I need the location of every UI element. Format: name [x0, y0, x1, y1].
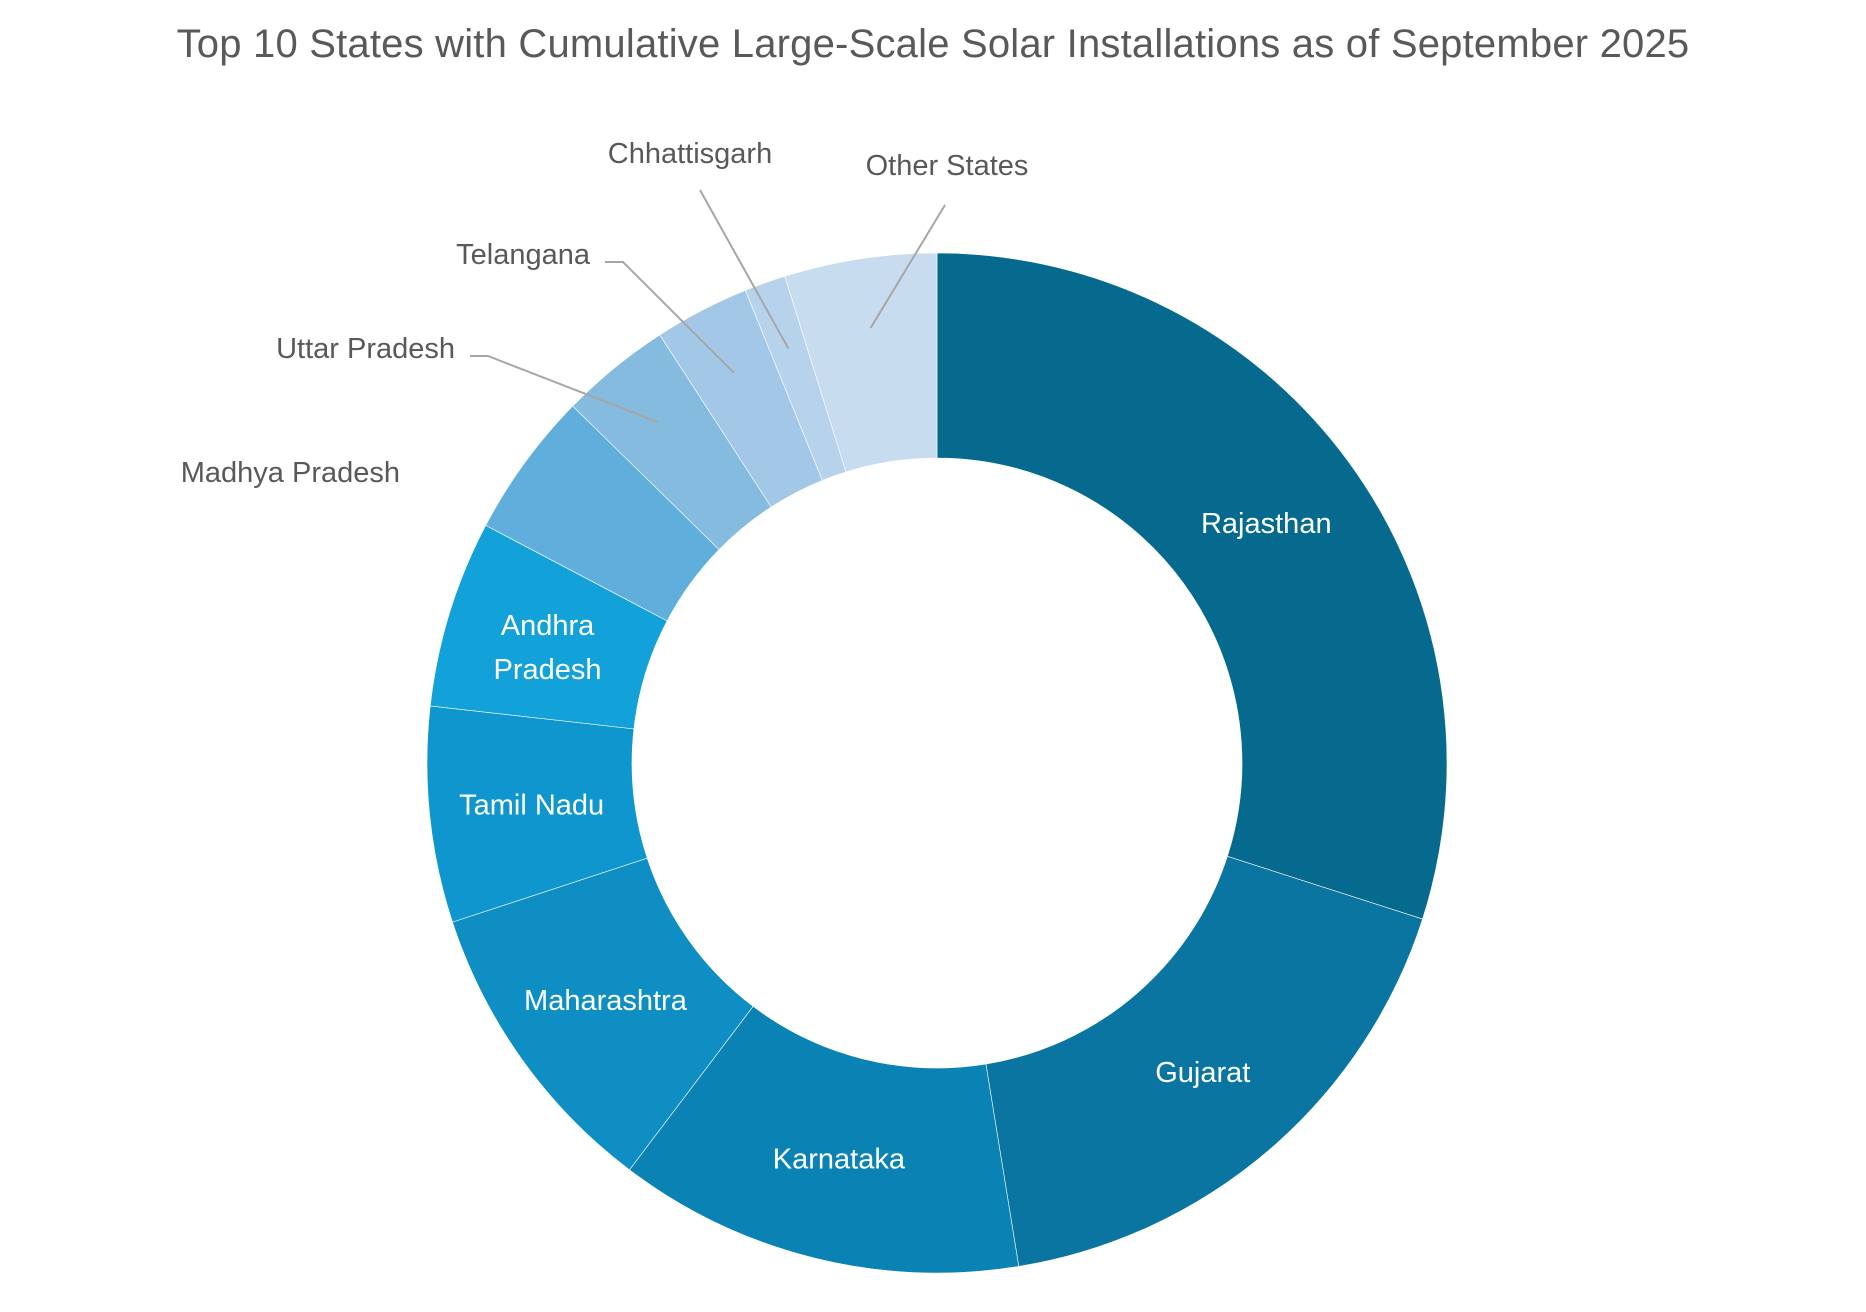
leader-line-other-states: [869, 204, 946, 329]
leader-line-uttar-pradesh: [470, 355, 659, 424]
label-uttar-pradesh: Uttar Pradesh: [276, 333, 455, 365]
label-other-states: Other States: [866, 150, 1029, 182]
label-maharashtra: Maharashtra: [524, 985, 688, 1017]
label-chhattisgarh: Chhattisgarh: [608, 138, 772, 170]
slice-other-states: [784, 252, 938, 473]
label-gujarat: Gujarat: [1155, 1057, 1250, 1089]
slice-gujarat: [985, 855, 1423, 1267]
leader-line-telangana: [605, 261, 735, 374]
slice-karnataka: [629, 1005, 1020, 1274]
slice-maharashtra: [452, 857, 754, 1171]
label-karnataka: Karnataka: [773, 1144, 906, 1176]
donut-labels: Rajasthan Gujarat Karnataka Maharashtra Tami…: [181, 138, 1332, 1176]
label-madhya-pradesh: Madhya Pradesh: [181, 457, 400, 489]
label-rajasthan: Rajasthan: [1201, 508, 1332, 540]
label-andhra-pradesh: Andhra Pradesh: [493, 610, 601, 686]
label-telangana: Telangana: [456, 239, 591, 271]
donut-slices: [426, 252, 1448, 1274]
label-tamil-nadu: Tamil Nadu: [459, 790, 604, 822]
leader-line-chhattisgarh: [699, 189, 790, 350]
slice-rajasthan: [936, 252, 1448, 920]
chart-title: Top 10 States with Cumulative Large-Scal…: [176, 22, 1690, 66]
